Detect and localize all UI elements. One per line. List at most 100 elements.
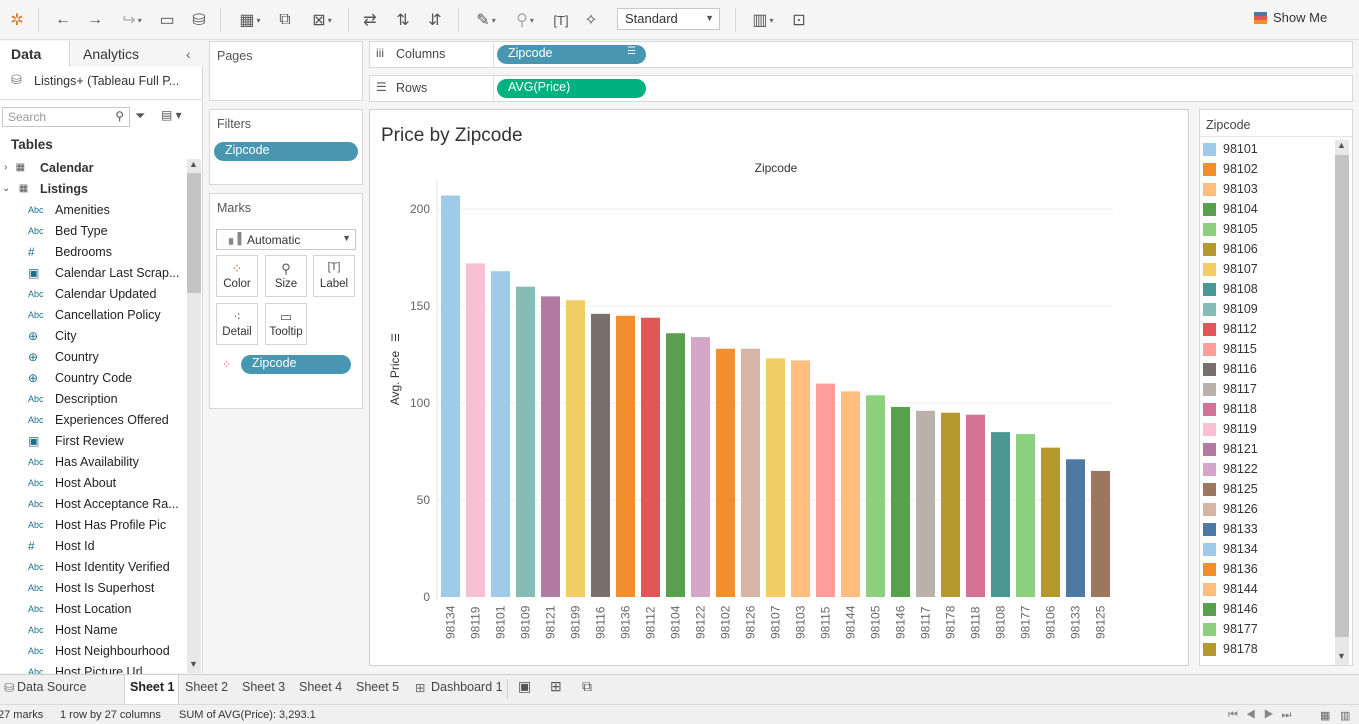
field-item[interactable]: # Bedrooms (0, 241, 186, 262)
field-item[interactable]: ⊕ Country Code (0, 367, 186, 388)
show-me-button[interactable]: Show Me (1254, 10, 1327, 25)
tab-dashboard-1[interactable]: Dashboard 1 (431, 680, 503, 694)
bar-98109[interactable] (516, 286, 535, 597)
y-axis-sort-icon[interactable]: ☰ (391, 333, 402, 342)
bar-98121[interactable] (541, 296, 560, 597)
legend-item[interactable]: 98104 (1203, 199, 1258, 219)
collapse-pane-icon[interactable]: ‹ (186, 46, 191, 62)
legend-item[interactable]: 98133 (1203, 519, 1258, 539)
redo-icon[interactable]: → (87, 11, 103, 28)
legend-item[interactable]: 98178 (1203, 639, 1258, 659)
field-item[interactable]: Abc Host Name (0, 619, 186, 640)
field-item[interactable]: ▣ Calendar Last Scrap... (0, 262, 186, 283)
field-item[interactable]: Abc Experiences Offered (0, 409, 186, 430)
bar-98126[interactable] (741, 348, 760, 597)
bar-98136[interactable] (616, 315, 635, 597)
group-members-icon[interactable]: ⚲ ▾ (516, 12, 534, 29)
legend-item[interactable]: 98119 (1203, 419, 1257, 439)
color-button[interactable]: ⁘ Color (216, 255, 258, 297)
bar-98125[interactable] (1091, 470, 1110, 597)
field-item[interactable]: Abc Host Location (0, 598, 186, 619)
field-item[interactable]: Abc Host Neighbourhood (0, 640, 186, 661)
scroll-thumb[interactable] (1335, 155, 1349, 637)
columns-pill-zipcode[interactable]: Zipcode ☰ (497, 45, 646, 64)
legend-item[interactable]: 98115 (1203, 339, 1257, 359)
bar-98118[interactable] (966, 414, 985, 597)
filter-pill-zipcode[interactable]: Zipcode (214, 142, 358, 161)
field-item[interactable]: Abc Host About (0, 472, 186, 493)
scroll-thumb[interactable] (187, 173, 201, 293)
field-item[interactable]: ▣ First Review (0, 430, 186, 451)
bar-98144[interactable] (841, 391, 860, 597)
field-item[interactable]: ⊕ City (0, 325, 186, 346)
field-item[interactable]: Abc Host Identity Verified (0, 556, 186, 577)
size-button[interactable]: ⚲ Size (265, 255, 307, 297)
bar-98116[interactable] (591, 313, 610, 597)
tableau-logo-icon[interactable]: ✲ (10, 12, 24, 29)
bar-98102[interactable] (716, 348, 735, 597)
bar-98101[interactable] (491, 271, 510, 597)
fit-select[interactable]: Standard ▼ (617, 8, 720, 30)
tab-sheet-4[interactable]: Sheet 4 (299, 680, 343, 694)
legend-item[interactable]: 98106 (1203, 239, 1258, 259)
tab-sheet-2[interactable]: Sheet 2 (185, 680, 229, 694)
tab-sheet-3[interactable]: Sheet 3 (242, 680, 286, 694)
sort-ascending-icon[interactable]: ⇅ (396, 12, 410, 29)
bar-98133[interactable] (1066, 459, 1085, 597)
bar-98146[interactable] (891, 406, 910, 597)
swap-rows-columns-icon[interactable]: ⇄ (363, 12, 377, 29)
bar-98134[interactable] (441, 195, 460, 597)
bar-98177[interactable] (1016, 434, 1035, 597)
undo-icon[interactable]: ← (55, 11, 71, 28)
rows-pill-avg-price[interactable]: AVG(Price) (497, 79, 646, 98)
legend-item[interactable]: 98125 (1203, 479, 1258, 499)
bar-98199[interactable] (566, 300, 585, 597)
legend-scrollbar[interactable]: ▲ ▼ (1335, 140, 1349, 665)
bar-98104[interactable] (666, 333, 685, 597)
detail-button[interactable]: ⁖ Detail (216, 303, 258, 345)
new-worksheet-tab-icon[interactable]: ▣ (518, 678, 532, 694)
legend-item[interactable]: 98112 (1203, 319, 1257, 339)
tab-sheet-5[interactable]: Sheet 5 (356, 680, 400, 694)
datasource-name[interactable]: Listings+ (Tableau Full P... (34, 74, 180, 88)
filter-icon[interactable]: ⏷ (135, 108, 146, 123)
save-icon[interactable]: ▭ (159, 12, 175, 29)
field-item[interactable]: Abc Host Acceptance Ra... (0, 493, 186, 514)
sort-descending-icon[interactable]: ⇵ (428, 12, 442, 29)
color-pill-zipcode[interactable]: Zipcode (241, 355, 351, 374)
legend-item[interactable]: 98126 (1203, 499, 1258, 519)
new-story-tab-icon[interactable]: ⧉ (582, 678, 592, 694)
legend-item[interactable]: 98102 (1203, 159, 1258, 179)
view-options-icon[interactable]: ▤ ▾ (161, 108, 182, 122)
bar-98122[interactable] (691, 337, 710, 597)
tooltip-button[interactable]: ▭ Tooltip (265, 303, 307, 345)
bar-98112[interactable] (641, 317, 660, 597)
bar-chart[interactable]: Price by Zipcode Zipcode Avg. Price ☰ 0 5… (370, 110, 1188, 665)
clear-sheet-icon[interactable]: ⊠ ▾ (312, 12, 332, 29)
bar-98106[interactable] (1041, 447, 1060, 597)
legend-item[interactable]: 98116 (1203, 359, 1257, 379)
bar-98178[interactable] (941, 412, 960, 597)
field-item[interactable]: Abc Cancellation Policy (0, 304, 186, 325)
tab-sheet-1[interactable]: Sheet 1 (130, 680, 175, 694)
show-cards-icon[interactable]: ▥ ▾ (752, 12, 774, 29)
duplicate-sheet-icon[interactable]: ⧉ (279, 11, 291, 28)
bar-98108[interactable] (991, 432, 1010, 597)
field-item[interactable]: Abc Host Is Superhost (0, 577, 186, 598)
legend-item[interactable]: 98136 (1203, 559, 1258, 579)
field-item[interactable]: ⊕ Country (0, 346, 186, 367)
new-datasource-icon[interactable]: ⛁ (192, 12, 206, 29)
tab-analytics[interactable]: Analytics (83, 46, 140, 62)
new-worksheet-icon[interactable]: ▦ ▾ (239, 12, 261, 29)
legend-item[interactable]: 98105 (1203, 219, 1258, 239)
fix-axes-icon[interactable]: ✧ (584, 12, 598, 29)
field-item[interactable]: Abc Amenities (0, 199, 186, 220)
legend-item[interactable]: 98134 (1203, 539, 1258, 559)
tab-data[interactable]: Data (11, 46, 42, 62)
bar-98119[interactable] (466, 263, 485, 597)
label-button[interactable]: [T] Label (313, 255, 355, 297)
legend-item[interactable]: 98118 (1203, 399, 1257, 419)
data-pane-scrollbar[interactable]: ▲ ▼ (187, 159, 201, 673)
legend-item[interactable]: 98177 (1203, 619, 1258, 639)
sheet-nav-arrows[interactable]: ⏮◀▶⏭ (1228, 709, 1300, 721)
